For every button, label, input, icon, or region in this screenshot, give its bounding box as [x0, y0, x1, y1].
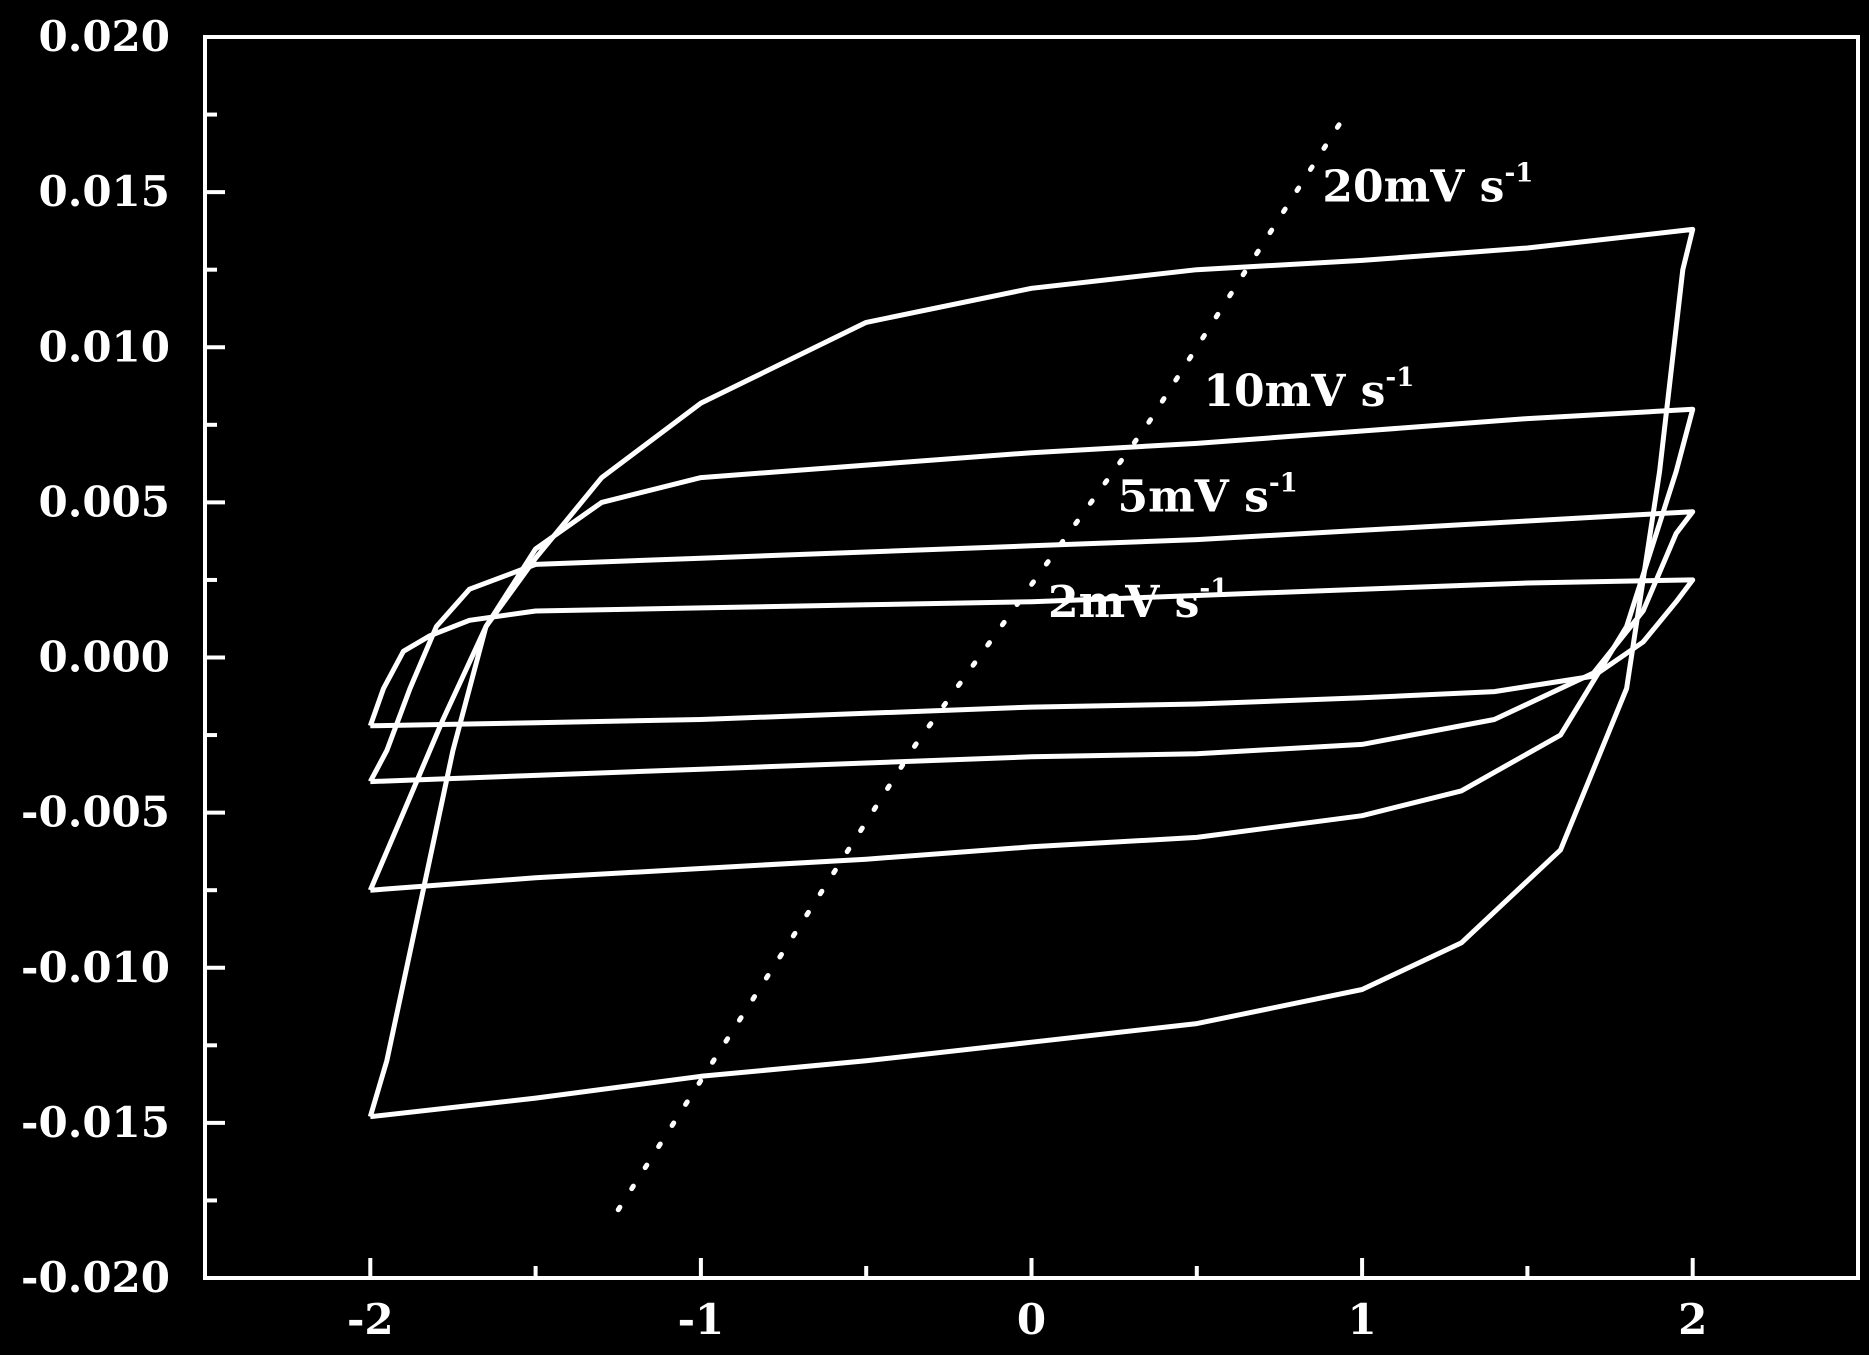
dotted-trend-line-path	[615, 112, 1349, 1213]
y-tick-label: -0.020	[21, 1253, 170, 1302]
x-tick-label: 2	[1678, 1295, 1707, 1344]
y-tick-label: 0.020	[38, 12, 170, 61]
cv-curve-series	[368, 406, 1696, 893]
y-tick-label: 0.010	[38, 322, 170, 371]
cv-curve-series	[367, 577, 1696, 729]
curve-label: 2mV s-1	[1048, 574, 1228, 628]
x-tick-label: -1	[678, 1295, 725, 1344]
cv-curve-series	[368, 509, 1696, 785]
x-tick-label: 1	[1347, 1295, 1376, 1344]
curve-label: 10mV s-1	[1203, 363, 1414, 417]
curve-label: 5mV s-1	[1117, 469, 1297, 523]
y-axis: -0.020 -0.015 -0.010 -0.005 0.000 0.005 0.010 0…	[21, 12, 225, 1302]
y-tick-label: -0.015	[21, 1098, 170, 1147]
curve-label: 20mV s-1	[1322, 158, 1533, 212]
x-axis: -2 -1 0 1 2	[347, 1258, 1707, 1344]
y-tick-label: 0.015	[38, 167, 170, 216]
x-tick-label: 0	[1017, 1295, 1046, 1344]
y-tick-label: 0.000	[38, 633, 170, 682]
y-tick-label: -0.010	[21, 943, 170, 992]
y-tick-label: -0.005	[21, 788, 170, 837]
cv-curves	[367, 226, 1696, 1120]
curve-labels: 20mV s-1 10mV s-1 5mV s-1 2mV s-1	[1048, 158, 1533, 628]
y-tick-label: 0.005	[38, 477, 170, 526]
dotted-trend-line	[615, 112, 1349, 1213]
x-tick-label: -2	[347, 1295, 394, 1344]
